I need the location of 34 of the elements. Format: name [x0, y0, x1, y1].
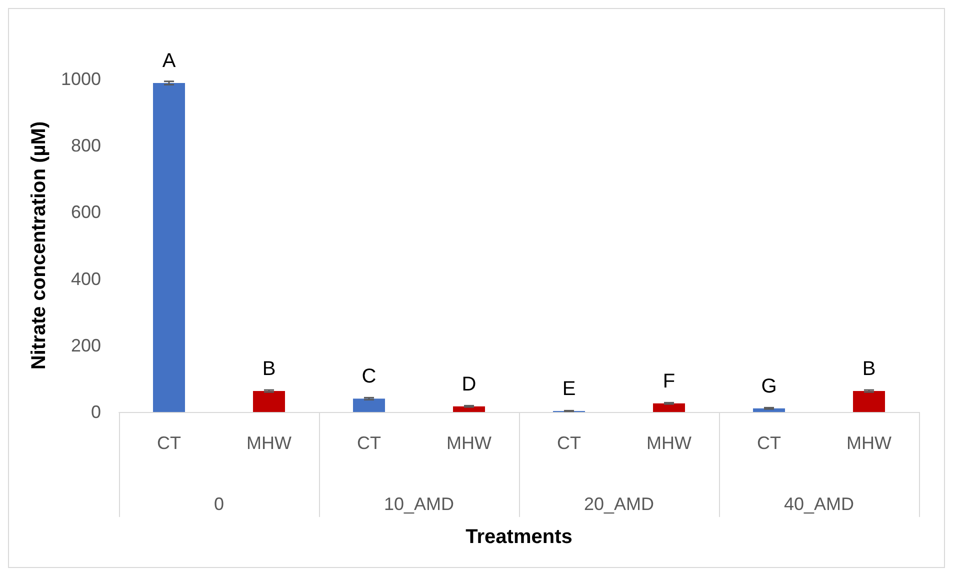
data-label: F	[662, 370, 676, 392]
data-label: G	[761, 375, 777, 398]
y-axis-title: Nitrate concentration (µM)	[28, 121, 50, 370]
bar	[253, 391, 285, 412]
y-tick-label: 1000	[60, 69, 101, 89]
x-tick-label: CT	[557, 433, 581, 453]
bar	[153, 82, 185, 412]
bar	[653, 403, 685, 412]
x-tick-label: MHW	[446, 433, 492, 453]
x-tick-label: MHW	[646, 433, 692, 453]
text: 0	[214, 494, 224, 514]
x-axis-title: Treatments	[466, 526, 572, 548]
text: 40_AMD	[784, 494, 854, 514]
y-tick-label: 400	[70, 268, 101, 289]
data-label: A	[162, 50, 176, 72]
text: 20_AMD	[584, 494, 654, 514]
x-tick-label: CT	[757, 433, 781, 453]
x-tick-label: CT	[357, 433, 381, 453]
x-tick-label: MHW	[246, 433, 292, 453]
y-tick-label: 200	[70, 335, 101, 356]
y-tick-label: 600	[70, 202, 101, 222]
x-tick-label: MHW	[846, 433, 892, 453]
data-label: D	[462, 373, 476, 396]
data-label: B	[862, 358, 876, 380]
data-label: C	[362, 366, 376, 388]
bar	[453, 406, 485, 412]
bar	[353, 398, 385, 412]
y-tick-label: 0	[90, 402, 101, 422]
text: 10_AMD	[384, 494, 454, 514]
data-label: B	[262, 358, 276, 380]
y-tick-label: 800	[70, 136, 101, 156]
x-tick-label: CT	[157, 433, 181, 453]
data-label: E	[562, 378, 576, 400]
bar	[853, 391, 885, 412]
